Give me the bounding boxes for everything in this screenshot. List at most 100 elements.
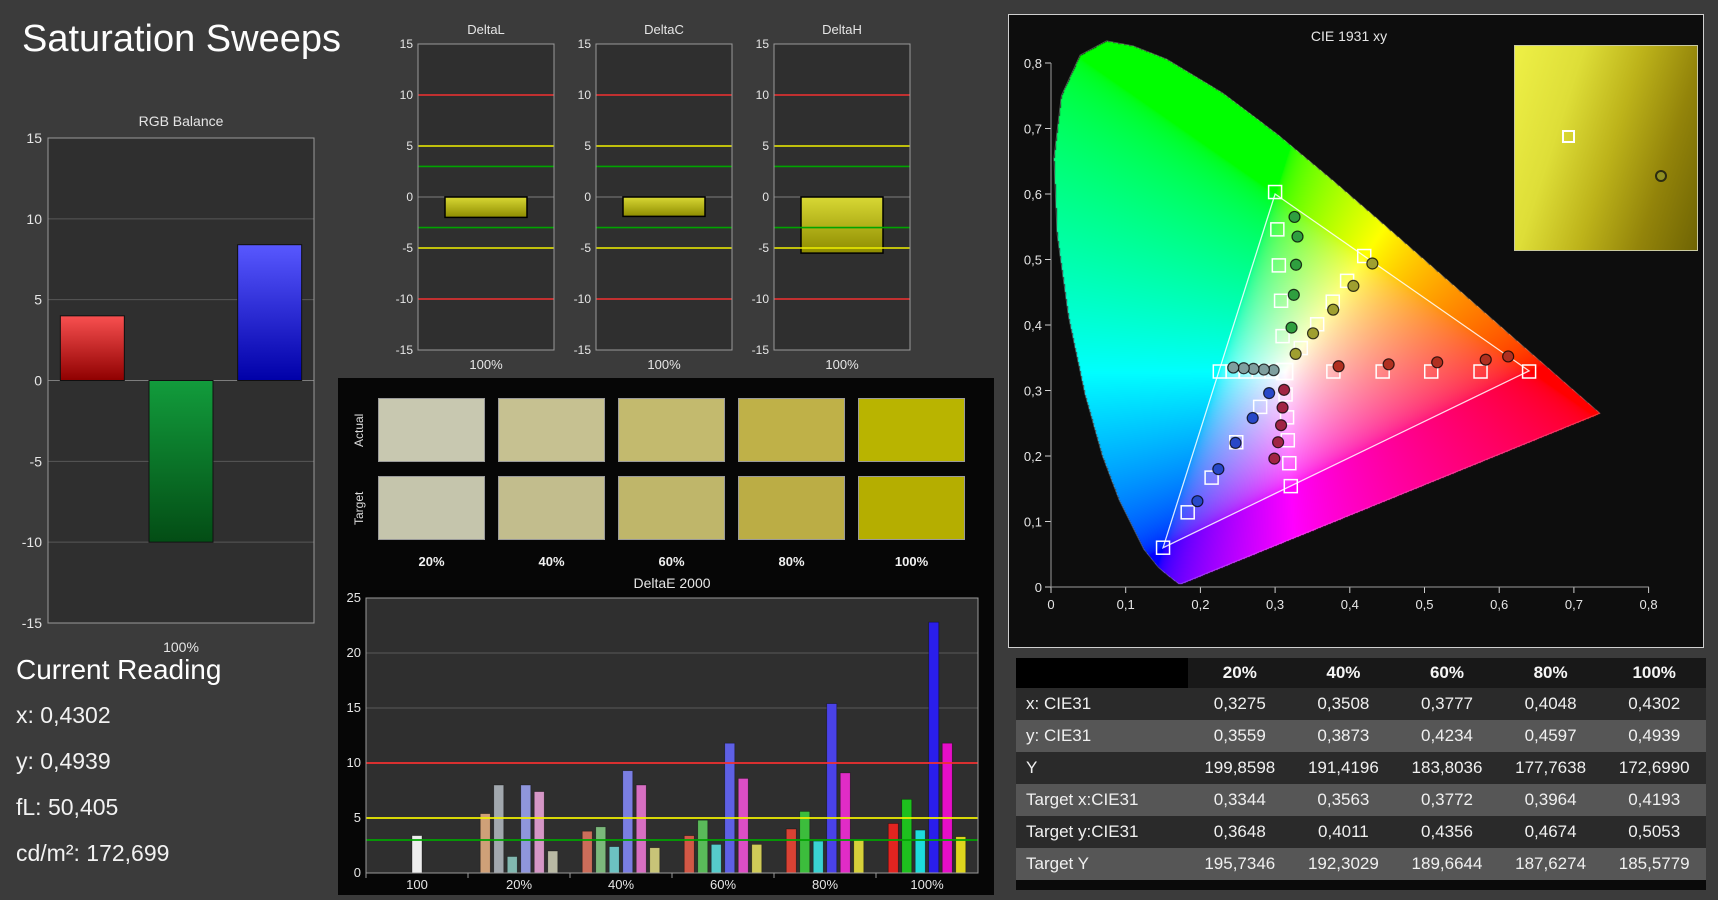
table-cell: 0,4048 bbox=[1524, 694, 1577, 713]
swatch-col-label: 40% bbox=[538, 554, 565, 569]
target-square-red bbox=[1521, 364, 1537, 379]
table-row-label: Target x:CIE31 bbox=[1026, 790, 1139, 809]
swatch-col-label: 100% bbox=[894, 554, 929, 569]
current-reading-x: x: 0,4302 bbox=[16, 702, 111, 728]
deltaL-chart[interactable]: DeltaL -15 -10 -5 0 5 10 15 100% bbox=[384, 20, 562, 376]
table-cell: 0,4939 bbox=[1628, 726, 1681, 745]
table-row: x: CIE31 0,3275 0,3508 0,3777 0,4048 0,4302 bbox=[1016, 688, 1706, 720]
deltaE-bar bbox=[928, 621, 940, 874]
measured-circle-blue bbox=[1212, 463, 1225, 476]
table-cell: 191,4196 bbox=[1307, 758, 1379, 777]
deltaE-bar bbox=[737, 778, 749, 874]
target-square-green bbox=[1270, 222, 1285, 237]
svg-text:-15: -15 bbox=[752, 343, 770, 357]
svg-text:5: 5 bbox=[34, 292, 42, 308]
table-row-label: Y bbox=[1026, 758, 1038, 777]
table-cell: 0,3559 bbox=[1213, 726, 1266, 745]
svg-text:20: 20 bbox=[347, 645, 361, 660]
measured-circle-green bbox=[1285, 321, 1298, 334]
measurement-table-panel[interactable]: 20% 40% 60% 80% 100% x: CIE31 0,3275 0,3508 0,37… bbox=[1016, 658, 1706, 890]
table-col-header: 40% bbox=[1291, 658, 1396, 688]
measured-circle-yellow bbox=[1306, 327, 1320, 340]
target-square-blue bbox=[1252, 399, 1268, 415]
target-square-blue bbox=[1180, 505, 1195, 520]
table-cell: 0,3508 bbox=[1317, 694, 1370, 713]
svg-text:100%: 100% bbox=[469, 357, 503, 372]
svg-text:-5: -5 bbox=[30, 453, 43, 469]
table-cell: 187,6274 bbox=[1515, 854, 1587, 873]
target-square-magenta bbox=[1283, 478, 1299, 494]
table-col-header: 80% bbox=[1498, 658, 1603, 688]
swatch-actual-40% bbox=[498, 398, 605, 462]
rgb-bar-green bbox=[148, 380, 214, 543]
svg-text:CIE 1931 xy: CIE 1931 xy bbox=[1311, 28, 1387, 44]
table-cell: 0,4302 bbox=[1628, 694, 1681, 713]
swatch-comparison-panel[interactable]: Actual Target 20% 40% 60% 80% 100% bbox=[338, 378, 994, 574]
inset-measured-circle bbox=[1655, 170, 1668, 183]
deltaE2000-chart[interactable]: DeltaE 2000 0 5 10 15 20 25 100 20% 40% 60% 80% 100% bbox=[338, 574, 994, 895]
table-header-row: 20% 40% 60% 80% 100% bbox=[1016, 658, 1706, 688]
table-row: Target y:CIE31 0,3648 0,4011 0,4356 0,4674 0,… bbox=[1016, 816, 1706, 848]
measured-circle-magenta bbox=[1276, 401, 1289, 414]
svg-text:0: 0 bbox=[1035, 580, 1042, 595]
deltaE-bar bbox=[853, 839, 865, 874]
measured-circle-magenta bbox=[1268, 452, 1281, 465]
deltaE-bar bbox=[608, 846, 620, 874]
measured-circle-red bbox=[1332, 360, 1345, 373]
svg-text:RGB Balance: RGB Balance bbox=[139, 113, 224, 129]
deltaE-bar bbox=[901, 798, 913, 874]
svg-text:80%: 80% bbox=[812, 877, 838, 892]
target-square-green bbox=[1275, 328, 1290, 344]
svg-text:0,5: 0,5 bbox=[1024, 253, 1042, 268]
deltaH-svg: DeltaH -15 -10 -5 0 5 10 15 100% bbox=[752, 22, 911, 372]
deltaC-chart[interactable]: DeltaC -15 -10 -5 0 5 10 15 100% bbox=[562, 20, 740, 376]
svg-text:0,6: 0,6 bbox=[1024, 187, 1042, 202]
deltaH-bar bbox=[800, 196, 884, 254]
table-cell: 189,6644 bbox=[1411, 854, 1483, 873]
rgb-balance-chart[interactable]: RGB Balance -15 -10 -5 0 5 10 15 100% bbox=[14, 108, 324, 668]
table-cell: 0,3777 bbox=[1420, 694, 1473, 713]
deltaH-chart[interactable]: DeltaH -15 -10 -5 0 5 10 15 100% bbox=[740, 20, 918, 376]
swatch-target-40% bbox=[498, 476, 605, 540]
deltaE-bar bbox=[635, 784, 647, 874]
svg-text:-5: -5 bbox=[580, 241, 591, 255]
cie-inset-zoom bbox=[1514, 45, 1698, 251]
svg-text:5: 5 bbox=[584, 139, 591, 153]
svg-text:100: 100 bbox=[406, 877, 428, 892]
cie-1931-diagram[interactable]: CIE 1931 xy 0 0 0,1 0,1 0,2 0,2 0,3 0,3 0,4 0,4 0,5… bbox=[1008, 14, 1704, 648]
svg-text:5: 5 bbox=[762, 139, 769, 153]
svg-text:10: 10 bbox=[578, 88, 592, 102]
deltaE-bar bbox=[493, 784, 505, 874]
svg-text:0,1: 0,1 bbox=[1117, 597, 1135, 612]
measurement-table: 20% 40% 60% 80% 100% x: CIE31 0,3275 0,3508 0,37… bbox=[1016, 658, 1706, 880]
deltaE-bar bbox=[533, 791, 545, 874]
current-reading-fl: fL: 50,405 bbox=[16, 794, 119, 820]
svg-text:-15: -15 bbox=[396, 343, 414, 357]
svg-text:100%: 100% bbox=[910, 877, 944, 892]
page-title: Saturation Sweeps bbox=[22, 18, 341, 60]
table-row: y: CIE31 0,3559 0,3873 0,4234 0,4597 0,4939 bbox=[1016, 720, 1706, 752]
table-cell: 0,4193 bbox=[1628, 790, 1681, 809]
svg-text:10: 10 bbox=[756, 88, 770, 102]
svg-text:100%: 100% bbox=[825, 357, 859, 372]
deltaC-svg: DeltaC -15 -10 -5 0 5 10 15 100% bbox=[574, 22, 733, 372]
svg-text:0,2: 0,2 bbox=[1024, 449, 1042, 464]
current-reading-cdm2: cd/m²: 172,699 bbox=[16, 840, 170, 866]
svg-text:40%: 40% bbox=[608, 877, 634, 892]
table-cell: 199,8598 bbox=[1204, 758, 1276, 777]
deltaE-bar bbox=[812, 840, 824, 874]
measured-circle-red bbox=[1479, 353, 1492, 366]
current-reading: Current Reading x: 0,4302 y: 0,4939 fL: … bbox=[16, 654, 221, 886]
deltaE-bar bbox=[506, 856, 518, 874]
deltaE2000-svg: DeltaE 2000 0 5 10 15 20 25 100 20% 40% 60% 80% 100% bbox=[347, 575, 979, 892]
swatch-target-20% bbox=[378, 476, 485, 540]
swatch-row-label-actual: Actual bbox=[352, 413, 366, 447]
table-cell: 183,8036 bbox=[1411, 758, 1483, 777]
svg-text:0,3: 0,3 bbox=[1024, 384, 1042, 399]
svg-text:-10: -10 bbox=[574, 292, 592, 306]
table-row: Y 199,8598 191,4196 183,8036 177,7638 172,699… bbox=[1016, 752, 1706, 784]
deltaE-bar bbox=[826, 703, 838, 874]
measured-circle-blue bbox=[1229, 436, 1242, 449]
rgb-balance-svg: RGB Balance -15 -10 -5 0 5 10 15 100% bbox=[22, 113, 315, 655]
measured-circle-blue bbox=[1246, 411, 1259, 425]
